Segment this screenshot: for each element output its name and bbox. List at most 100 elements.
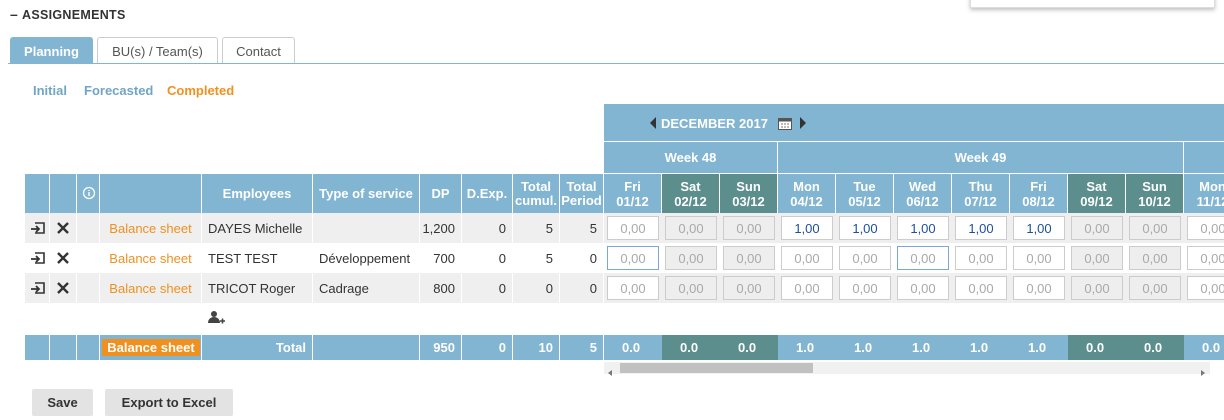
scrollbar-thumb[interactable]: [620, 363, 813, 373]
total-cell: [25, 335, 50, 360]
day-header: Sat 02/12: [662, 173, 720, 213]
delete-icon[interactable]: [56, 251, 70, 265]
button[interactable]: Export to Excel: [105, 389, 233, 416]
filter[interactable]: Completed: [167, 83, 235, 98]
info-icon[interactable]: [82, 186, 96, 200]
day-input[interactable]: 1,00: [1013, 216, 1065, 240]
total-cell: Balance sheet: [100, 335, 202, 360]
total-day: 0.0: [1184, 335, 1224, 360]
day-input[interactable]: 0,00: [955, 276, 1007, 300]
total-day: 0.0: [1068, 335, 1126, 360]
day-header: Sat 09/12: [1068, 173, 1126, 213]
cell-balance[interactable]: Balance sheet: [100, 243, 202, 273]
cell-action: [77, 243, 100, 273]
column-header: DP: [420, 173, 462, 213]
day-input[interactable]: 0,00: [955, 246, 1007, 270]
day-input[interactable]: 0,00: [1129, 216, 1181, 240]
day-input[interactable]: 0,00: [781, 276, 833, 300]
day-header: Thu 07/12: [952, 173, 1010, 213]
cell-balance[interactable]: Balance sheet: [100, 213, 202, 243]
day-date: 06/12: [906, 193, 939, 209]
day-input[interactable]: 0,00: [607, 246, 659, 270]
day-input[interactable]: 0,00: [839, 246, 891, 270]
section-toggle[interactable]: –: [10, 6, 18, 22]
tab[interactable]: Planning: [10, 37, 93, 64]
cell-balance[interactable]: Balance sheet: [100, 273, 202, 303]
calendar-icon[interactable]: [777, 115, 793, 131]
day-input[interactable]: 0,00: [607, 216, 659, 240]
cell-cumul: 0: [513, 273, 560, 303]
day-input[interactable]: 0,00: [781, 246, 833, 270]
day-input[interactable]: 0,00: [839, 276, 891, 300]
column-header: D.Exp.: [462, 173, 513, 213]
tab[interactable]: Contact: [222, 37, 295, 64]
month-label: DECEMBER 2017: [661, 116, 768, 131]
day-header: Wed 06/12: [894, 173, 952, 213]
day-input[interactable]: 0,00: [665, 276, 717, 300]
total-day: 1.0: [1010, 335, 1068, 360]
day-day: Sun: [736, 178, 761, 194]
day-input[interactable]: 0,00: [1013, 246, 1065, 270]
day-input[interactable]: 0,00: [1187, 246, 1224, 270]
day-input[interactable]: 0,00: [665, 216, 717, 240]
total-cell: 0: [462, 335, 513, 360]
total-cell: [77, 335, 100, 360]
day-input[interactable]: 0,00: [1129, 246, 1181, 270]
total-cell: [50, 335, 77, 360]
scroll-right[interactable]: [1199, 364, 1207, 376]
day-input[interactable]: 0,00: [1129, 276, 1181, 300]
day-input[interactable]: 1,00: [781, 216, 833, 240]
total-cell: Total: [202, 335, 313, 360]
day-input[interactable]: 0,00: [723, 276, 775, 300]
total-day: 0.0: [604, 335, 662, 360]
day-input[interactable]: 1,00: [839, 216, 891, 240]
day-day: Mon: [793, 178, 820, 194]
delete-icon[interactable]: [56, 281, 70, 295]
delete-icon[interactable]: [56, 221, 70, 235]
day-input[interactable]: 0,00: [1071, 216, 1123, 240]
next-month[interactable]: [798, 116, 808, 130]
cell-action: [50, 243, 77, 273]
transfer-icon[interactable]: [30, 280, 46, 296]
tab[interactable]: BU(s) / Team(s): [97, 37, 218, 64]
day-input[interactable]: 0,00: [607, 276, 659, 300]
total-cell: 950: [420, 335, 462, 360]
prev-month[interactable]: [648, 116, 658, 130]
scroll-left[interactable]: [606, 364, 614, 376]
cell-cumul: 5: [513, 213, 560, 243]
filter[interactable]: Initial: [33, 83, 67, 98]
week-header: Week 49: [778, 141, 1184, 173]
day-input[interactable]: 0,00: [897, 276, 949, 300]
column-header: [25, 173, 50, 213]
total-day: 1.0: [894, 335, 952, 360]
day-input[interactable]: 0,00: [723, 216, 775, 240]
button[interactable]: Save: [32, 389, 93, 416]
tab-underline: [8, 63, 1224, 64]
transfer-icon[interactable]: [30, 220, 46, 236]
day-input[interactable]: 0,00: [723, 246, 775, 270]
day-input[interactable]: 0,00: [665, 246, 717, 270]
day-date: 09/12: [1080, 193, 1113, 209]
day-input[interactable]: 0,00: [1013, 276, 1065, 300]
day-input[interactable]: 1,00: [897, 216, 949, 240]
day-input[interactable]: 0,00: [1071, 246, 1123, 270]
day-input[interactable]: 0,00: [1187, 276, 1224, 300]
day-date: 07/12: [964, 193, 997, 209]
add-employee-icon[interactable]: [207, 309, 225, 327]
cell-action: [25, 213, 50, 243]
total-day: 0.0: [720, 335, 778, 360]
day-date: 10/12: [1138, 193, 1171, 209]
balance-badge[interactable]: Balance sheet: [102, 339, 200, 356]
week-header: Week 48: [604, 141, 778, 173]
cell-period: 0: [560, 243, 604, 273]
day-input[interactable]: 0,00: [897, 246, 949, 270]
day-day: Thu: [968, 178, 993, 194]
day-input[interactable]: 1,00: [955, 216, 1007, 240]
day-date: 11/12: [1196, 193, 1224, 209]
day-input[interactable]: 0,00: [1071, 276, 1123, 300]
day-day: Wed: [908, 178, 937, 194]
day-input[interactable]: 0,00: [1187, 216, 1224, 240]
transfer-icon[interactable]: [30, 250, 46, 266]
filter[interactable]: Forecasted: [84, 83, 154, 98]
